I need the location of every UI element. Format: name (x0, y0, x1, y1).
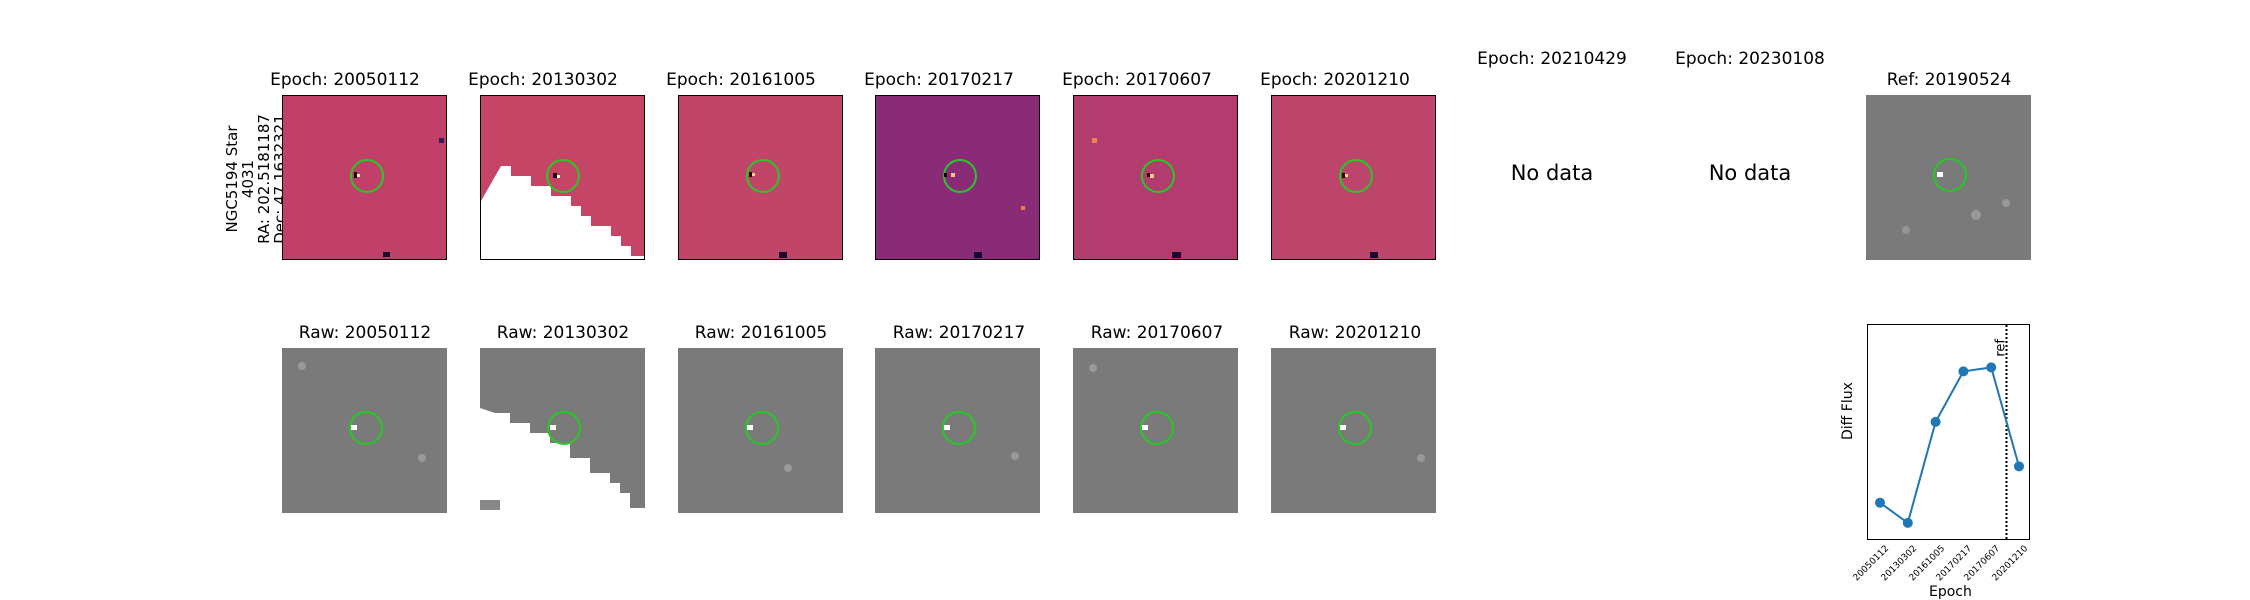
diff-image-1 (282, 95, 447, 260)
data-point (1930, 416, 1941, 427)
raw-image-5 (1073, 348, 1238, 513)
ref-title: Ref: 20190524 (1886, 70, 2012, 90)
light-curve-plot: ref (1867, 324, 2030, 540)
diff-image-5 (1073, 95, 1238, 260)
diff-image-6 (1271, 95, 1436, 260)
data-point (2014, 461, 2024, 472)
no-data-1: No data (1510, 161, 1594, 185)
diff-title-7: Epoch: 20210429 (1477, 49, 1627, 69)
diff-title-4: Epoch: 20170217 (864, 70, 1014, 90)
data-point (1875, 497, 1885, 508)
diff-image-3 (678, 95, 843, 260)
no-data-2: No data (1708, 161, 1792, 185)
x-axis-title: Epoch (1929, 584, 1972, 600)
series-line (1879, 366, 2020, 525)
star-name: NGC5194 Star 4031 (223, 125, 257, 233)
diff-title-5: Epoch: 20170607 (1062, 70, 1212, 90)
raw-image-6 (1271, 348, 1436, 513)
diff-title-6: Epoch: 20201210 (1260, 70, 1410, 90)
data-point (1958, 366, 1969, 377)
raw-title-4: Raw: 20170217 (892, 323, 1026, 343)
raw-title-3: Raw: 20161005 (694, 323, 828, 343)
raw-image-2 (480, 348, 645, 513)
star-ra: RA: 202.5181187 (255, 114, 273, 244)
raw-title-6: Raw: 20201210 (1288, 323, 1422, 343)
ref-image (1866, 95, 2031, 260)
diff-title-8: Epoch: 20230108 (1675, 49, 1825, 69)
diff-image-4 (875, 95, 1040, 260)
ref-label: ref (1993, 339, 2008, 357)
raw-title-1: Raw: 20050112 (298, 323, 432, 343)
data-point (1902, 517, 1913, 528)
y-axis-title: Diff Flux (1840, 382, 1856, 440)
diff-title-1: Epoch: 20050112 (270, 70, 420, 90)
data-point (1986, 362, 1997, 373)
diff-image-2 (480, 95, 645, 260)
raw-image-3 (678, 348, 843, 513)
raw-title-5: Raw: 20170607 (1090, 323, 1224, 343)
raw-image-1 (282, 348, 447, 513)
raw-title-2: Raw: 20130302 (496, 323, 630, 343)
light-curve-svg: ref (1875, 325, 2024, 539)
diff-title-2: Epoch: 20130302 (468, 70, 618, 90)
raw-image-4 (875, 348, 1040, 513)
diff-title-3: Epoch: 20161005 (666, 70, 816, 90)
